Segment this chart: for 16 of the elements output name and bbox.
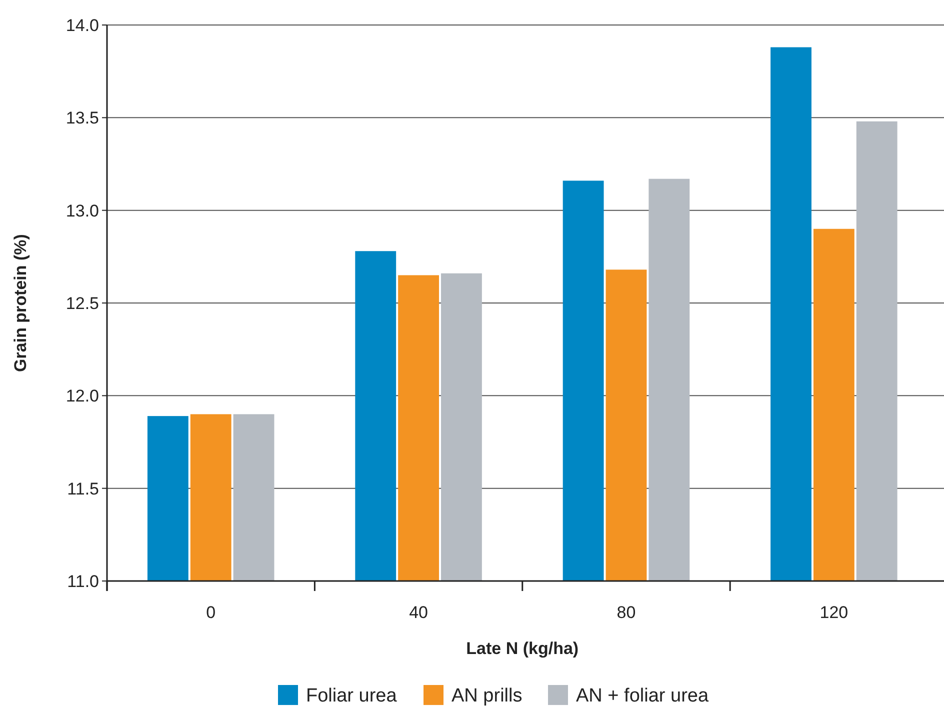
- legend-label: Foliar urea: [306, 686, 398, 706]
- y-tick-label: 12.5: [66, 294, 99, 313]
- x-tick-label: 40: [409, 603, 428, 622]
- x-axis-title: Late N (kg/ha): [466, 639, 579, 658]
- legend-label: AN + foliar urea: [576, 686, 709, 706]
- y-tick-label: 14.0: [66, 16, 99, 35]
- x-tick-label: 0: [206, 603, 216, 622]
- y-axis-title: Grain protein (%): [11, 234, 30, 372]
- y-tick-label: 11.5: [67, 479, 99, 498]
- x-tick-label: 120: [820, 603, 848, 622]
- y-tick-label: 13.0: [66, 201, 99, 220]
- y-tick-label: 11.0: [67, 572, 99, 591]
- y-tick-label: 13.5: [66, 108, 99, 128]
- y-tick-label: 12.0: [66, 386, 99, 406]
- x-tick-label: 80: [616, 603, 636, 622]
- legend-label: AN prills: [452, 686, 522, 706]
